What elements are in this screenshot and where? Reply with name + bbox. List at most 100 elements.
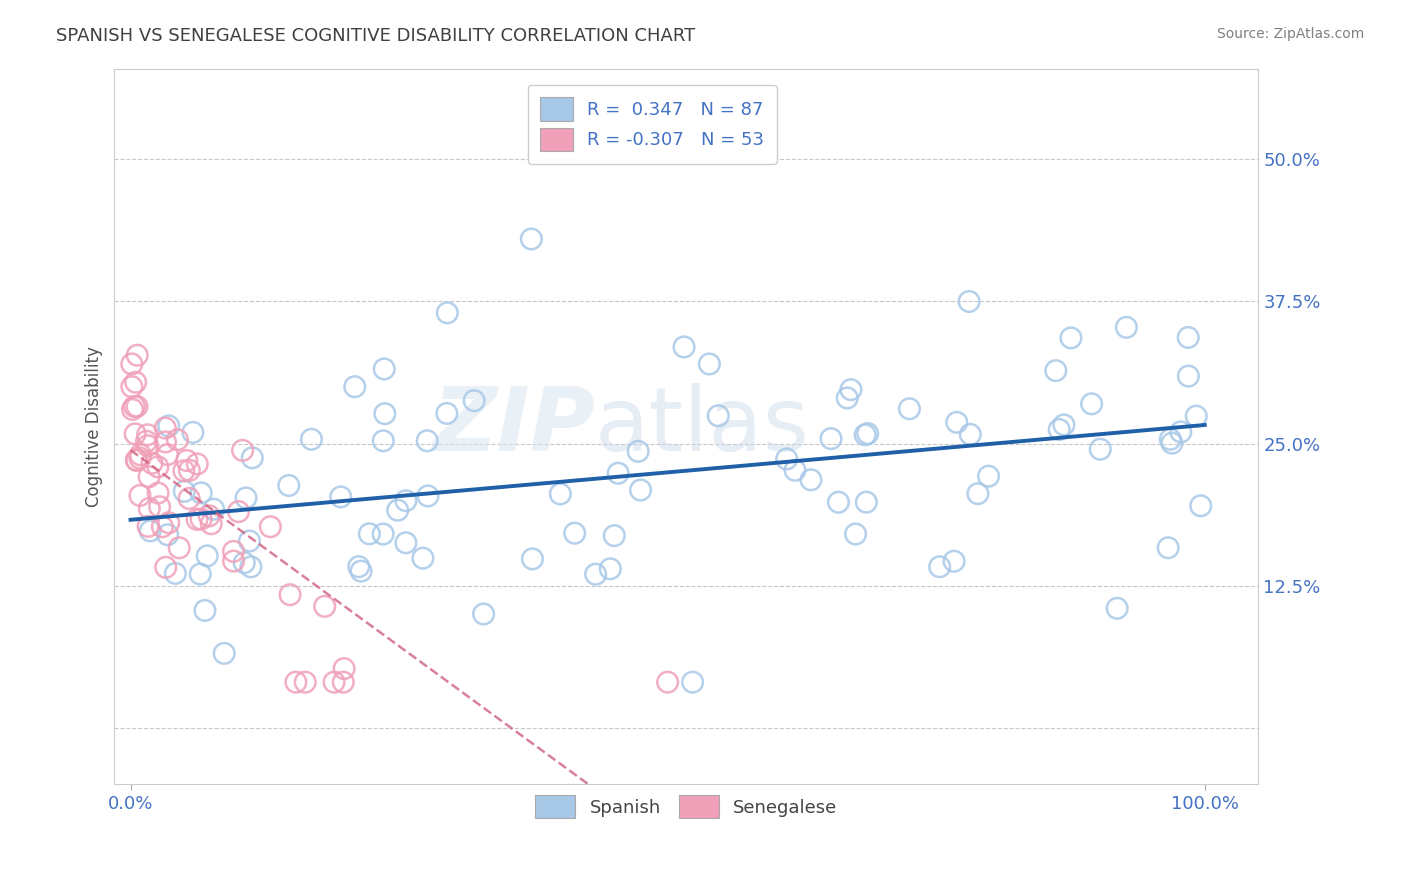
Point [855,495,877,509]
Point [395,536,418,550]
Point [957,294,980,309]
Point [564,526,586,541]
Point [1161,436,1184,450]
Point [627,444,650,458]
Point [232,443,254,458]
Point [195,549,218,563]
Point [585,567,607,582]
Point [121,380,143,394]
Point [135,434,157,449]
Point [157,516,180,530]
Point [121,357,143,371]
Point [945,415,967,429]
Point [1159,432,1181,446]
Point [943,554,966,568]
Point [630,483,652,497]
Point [550,487,572,501]
Point [898,401,921,416]
Point [198,508,221,523]
Point [853,427,876,442]
Point [156,448,179,462]
Point [166,433,188,447]
Point [1080,397,1102,411]
Point [167,541,190,555]
Point [157,419,180,434]
Point [603,528,626,542]
Text: ZIP: ZIP [432,383,595,470]
Point [149,500,172,514]
Point [332,675,354,690]
Point [329,490,352,504]
Point [856,426,879,441]
Y-axis label: Cognitive Disability: Cognitive Disability [86,346,103,507]
Point [284,675,307,690]
Point [845,527,868,541]
Point [259,519,281,533]
Point [190,486,212,500]
Point [1060,331,1083,345]
Point [412,551,434,566]
Point [387,503,409,517]
Point [136,427,159,442]
Point [374,407,396,421]
Point [1185,409,1208,423]
Point [1090,442,1112,457]
Point [128,450,150,465]
Point [155,434,177,449]
Point [125,453,148,467]
Point [837,391,859,405]
Point [222,554,245,568]
Point [839,383,862,397]
Point [1045,364,1067,378]
Point [125,376,148,390]
Point [359,526,381,541]
Point [239,560,262,574]
Point [212,646,235,660]
Point [800,473,823,487]
Point [190,512,212,526]
Point [977,469,1000,483]
Point [136,519,159,533]
Point [194,603,217,617]
Point [294,675,316,690]
Point [699,357,721,371]
Point [235,491,257,505]
Point [176,453,198,467]
Point [416,489,439,503]
Point [314,599,336,614]
Point [373,434,395,448]
Point [436,306,458,320]
Point [129,488,152,502]
Point [139,524,162,538]
Point [179,491,201,506]
Point [967,486,990,500]
Point [1107,601,1129,615]
Point [472,607,495,621]
Point [165,566,187,581]
Point [121,402,143,417]
Point [146,459,169,474]
Point [278,588,301,602]
Point [150,520,173,534]
Point [395,493,418,508]
Text: SPANISH VS SENEGALESE COGNITIVE DISABILITY CORRELATION CHART: SPANISH VS SENEGALESE COGNITIVE DISABILI… [56,27,696,45]
Text: atlas: atlas [595,383,810,470]
Point [179,463,201,477]
Point [1047,423,1070,437]
Point [173,464,195,478]
Point [222,544,245,558]
Point [181,425,204,440]
Point [347,559,370,574]
Point [350,564,373,578]
Point [1053,417,1076,432]
Point [463,393,485,408]
Point [522,552,544,566]
Point [682,675,704,690]
Point [200,516,222,531]
Point [776,452,799,467]
Point [520,232,543,246]
Point [333,662,356,676]
Point [1157,541,1180,555]
Point [125,453,148,467]
Point [1115,320,1137,334]
